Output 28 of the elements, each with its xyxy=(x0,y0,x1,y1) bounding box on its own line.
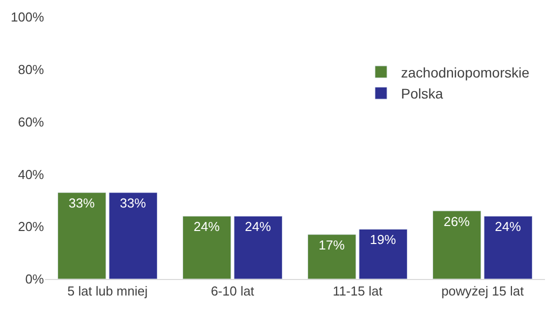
y-tick-label: 60% xyxy=(18,114,44,130)
x-tick-label: 6-10 lat xyxy=(210,284,255,299)
y-tick-label: 20% xyxy=(18,219,44,234)
bar xyxy=(108,192,158,279)
legend-label: zachodniopomorskie xyxy=(401,64,530,80)
bar xyxy=(234,216,282,279)
data-label: 33% xyxy=(68,196,96,211)
x-tick-label: powyżej 15 lat xyxy=(441,284,524,299)
y-tick-label: 80% xyxy=(18,62,44,77)
data-label: 17% xyxy=(318,237,346,252)
x-tick-label: 5 lat lub mniej xyxy=(67,284,148,299)
y-tick-label: 100% xyxy=(10,10,44,25)
legend-label: Polska xyxy=(401,86,444,102)
data-label: 33% xyxy=(120,196,146,211)
data-label: 24% xyxy=(194,219,220,234)
data-label: 24% xyxy=(494,219,522,234)
y-tick-label: 0% xyxy=(25,272,44,287)
x-tick-label: 11-15 lat xyxy=(332,284,383,299)
bar xyxy=(358,228,408,279)
data-label: 26% xyxy=(444,214,470,229)
bar xyxy=(432,210,482,279)
bar xyxy=(58,192,106,279)
data-label: 19% xyxy=(370,232,396,248)
data-label: 24% xyxy=(244,219,272,234)
bar xyxy=(484,216,532,279)
bar xyxy=(182,216,232,279)
y-tick-label: 40% xyxy=(18,166,44,182)
bar xyxy=(308,234,356,279)
